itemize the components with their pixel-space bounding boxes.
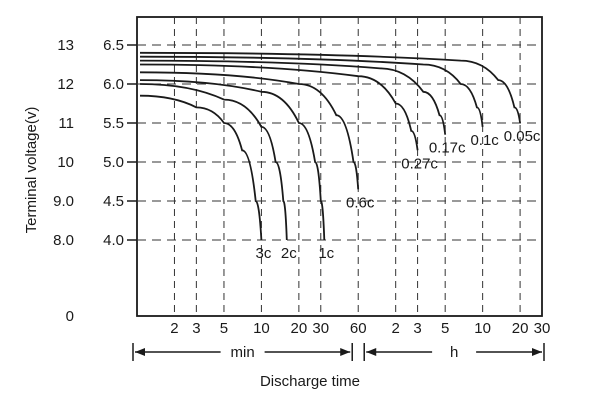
y-tick-label-inner: 4.5 [103, 193, 124, 210]
x-tick-label: 5 [220, 320, 228, 337]
y-tick-label-inner: 5.0 [103, 154, 124, 171]
y-tick-label-outer: 12 [57, 76, 74, 93]
series-label: 2c [281, 245, 297, 262]
series-line-0.27c [139, 63, 419, 151]
segment-label: min [231, 344, 255, 361]
x-tick-label: 2 [170, 320, 178, 337]
y-tick-label-outer: 0 [66, 308, 74, 325]
x-tick-label: 3 [413, 320, 421, 337]
arrow-left [135, 348, 145, 356]
arrow-left [366, 348, 377, 356]
y-tick-label-inner: 6.5 [103, 37, 124, 54]
series-lines [139, 51, 521, 241]
y-tick-label-outer: 8.0 [53, 232, 74, 249]
y-tick-label-outer: 13 [57, 37, 74, 54]
x-segment-arrows: min h [132, 343, 545, 361]
x-tick-label: 10 [253, 320, 270, 337]
y-tick-labels-outer: 13 12 11 10 9.0 8.0 0 [53, 37, 74, 325]
series-label: 0.05c [504, 128, 541, 145]
plot-area [127, 16, 543, 317]
series-line-3c [139, 94, 263, 241]
x-axis-label: Discharge time [260, 373, 360, 390]
y-tick-label-outer: 11 [58, 115, 74, 132]
y-tick-label-inner: 4.0 [103, 232, 124, 249]
series-label: 3c [255, 245, 271, 262]
arrow-right [340, 348, 351, 356]
x-tick-label: 20 [291, 320, 308, 337]
x-tick-label: 3 [192, 320, 200, 337]
y-tick-label-inner: 6.0 [103, 76, 124, 93]
plot-frame [136, 16, 543, 317]
arrow-right [532, 348, 542, 356]
series-line-2c [139, 83, 288, 241]
series-label: 0.6c [346, 194, 375, 211]
series-line-1c [139, 79, 326, 241]
x-tick-label: 30 [312, 320, 329, 337]
series-line-0.17c [139, 59, 447, 135]
x-tick-label: 2 [392, 320, 400, 337]
series-label: 0.27c [401, 155, 438, 172]
segment-label: h [450, 344, 458, 361]
series-label: 0.1c [470, 132, 499, 149]
series-line-0.05c [139, 51, 521, 124]
x-tick-label: 10 [474, 320, 491, 337]
x-tick-label: 30 [534, 320, 551, 337]
y-tick-labels-inner: 6.5 6.0 5.5 5.0 4.5 4.0 [103, 37, 124, 249]
y-axis-label: Terminal voltage(v) [23, 107, 40, 234]
series-label: 0.17c [429, 140, 466, 157]
x-tick-labels: 2 3 5 10 20 30 60 2 3 5 10 20 30 [170, 320, 550, 337]
grid-horizontal [127, 44, 542, 241]
series-line-0.6c [139, 71, 360, 190]
series-label: 1c [318, 245, 334, 262]
y-tick-label-inner: 5.5 [103, 115, 124, 132]
x-tick-label: 60 [350, 320, 367, 337]
series-line-0.1c [139, 55, 484, 128]
y-tick-label-outer: 10 [57, 154, 74, 171]
x-tick-label: 5 [441, 320, 449, 337]
x-tick-label: 20 [512, 320, 529, 337]
y-tick-label-outer: 9.0 [53, 193, 74, 210]
